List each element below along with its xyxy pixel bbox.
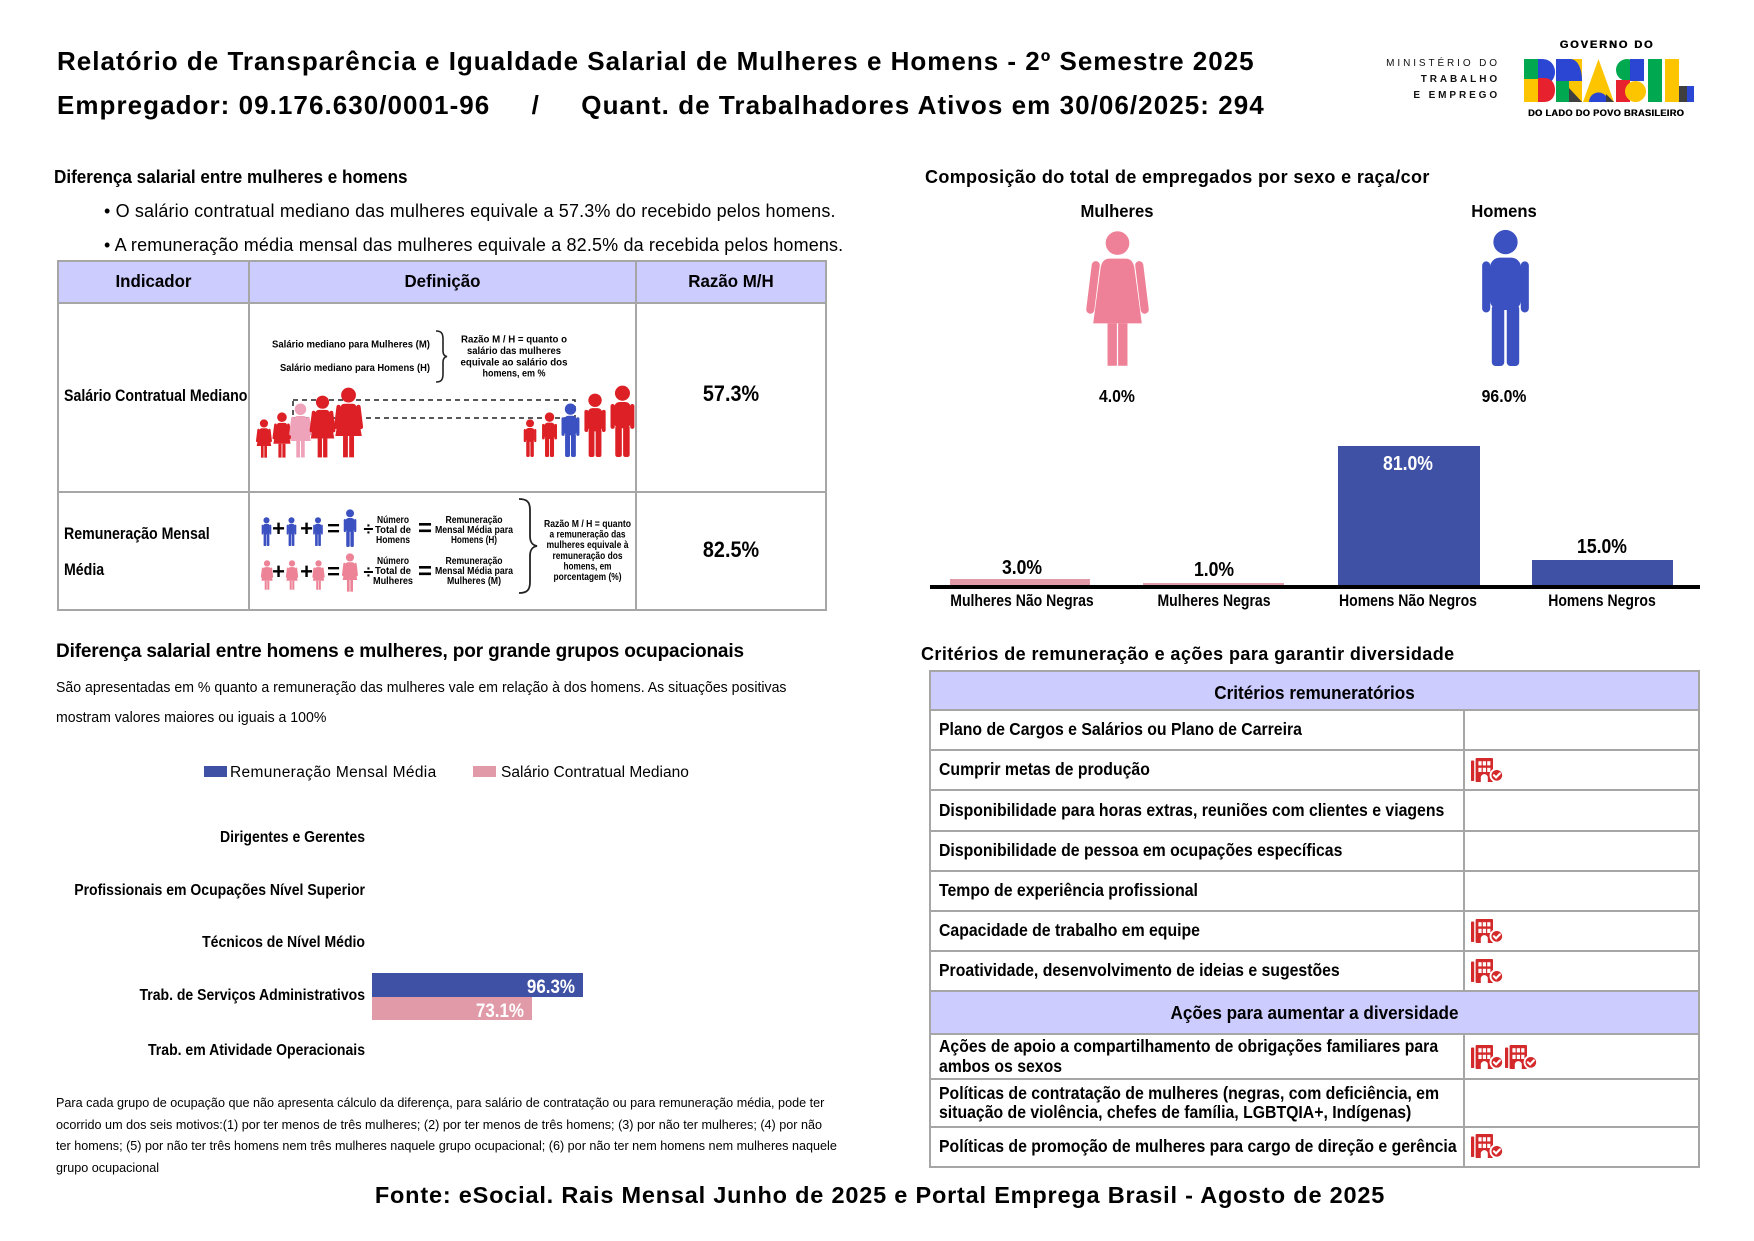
svg-text:salário das mulheres: salário das mulheres [467, 345, 561, 357]
svg-text:Homens (H): Homens (H) [451, 535, 497, 546]
svg-text:+: + [272, 516, 285, 541]
svg-text:Salário mediano para Mulheres: Salário mediano para Mulheres (M) [272, 339, 430, 351]
svg-text:=: = [327, 559, 340, 584]
svg-text:Salário mediano para Homens (H: Salário mediano para Homens (H) [280, 362, 430, 374]
svg-text:+: + [300, 516, 313, 541]
svg-text:=: = [418, 515, 432, 542]
svg-text:homens, em %: homens, em % [483, 368, 547, 380]
svg-text:Mensal Média para: Mensal Média para [435, 525, 513, 536]
svg-text:a remuneração das: a remuneração das [550, 529, 626, 541]
svg-text:porcentagem (%): porcentagem (%) [554, 571, 622, 583]
svg-text:Mulheres: Mulheres [373, 576, 413, 587]
svg-text:=: = [327, 516, 340, 541]
svg-text:Mulheres (M): Mulheres (M) [447, 576, 501, 587]
svg-text:homens, em: homens, em [564, 560, 612, 572]
svg-text:Razão M / H = quanto o: Razão M / H = quanto o [461, 334, 567, 346]
svg-text:Remuneração: Remuneração [446, 556, 503, 567]
svg-text:Homens: Homens [376, 535, 410, 546]
svg-text:equivale ao salário dos: equivale ao salário dos [461, 356, 568, 368]
svg-text:+: + [272, 559, 285, 584]
svg-text:Remuneração: Remuneração [446, 515, 503, 526]
svg-text:Total de: Total de [375, 566, 411, 577]
svg-text:÷: ÷ [364, 519, 374, 539]
svg-text:=: = [418, 558, 432, 585]
svg-text:mulheres equivale à: mulheres equivale à [547, 539, 629, 551]
svg-text:+: + [300, 559, 313, 584]
svg-text:Número: Número [377, 556, 409, 567]
svg-text:Mensal Média para: Mensal Média para [435, 566, 513, 577]
svg-text:÷: ÷ [364, 562, 374, 582]
svg-text:remuneração dos: remuneração dos [553, 550, 623, 562]
svg-text:Número: Número [377, 515, 409, 526]
svg-text:Total de: Total de [375, 525, 411, 536]
svg-text:Razão M / H = quanto: Razão M / H = quanto [544, 518, 631, 530]
